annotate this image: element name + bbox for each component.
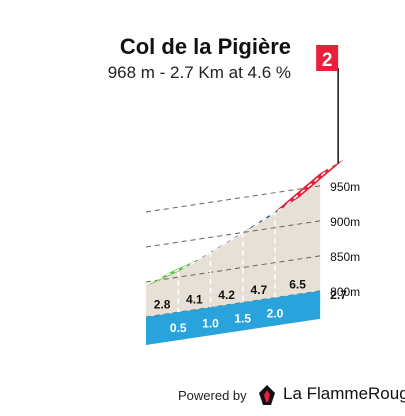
brand-name: La FlammeRouge [283,384,405,403]
distance-base-band [146,290,321,345]
km-label: 0.5 [170,321,187,335]
gradient-label: 2.8 [154,298,171,312]
y-tick-label: 950m [330,180,360,194]
km-label: 1.0 [202,316,219,330]
km-label: 1.5 [234,311,251,325]
climb-subtitle: 968 m - 2.7 Km at 4.6 % [107,63,291,82]
climb-category-label: 2 [322,50,333,71]
segment-center-dash [254,203,288,227]
segment-center-dash [189,244,223,266]
altitude-gridline [145,185,321,213]
profile-ground-face [146,173,321,317]
km-label: 2.0 [267,307,284,321]
flamme-rouge-logo-icon [259,385,275,405]
y-tick-label: 850m [330,250,360,264]
gradient-label: 4.1 [186,293,203,307]
powered-by-label: Powered by [178,388,247,403]
segment-center-dash [222,224,256,246]
altitude-gridline [145,220,321,248]
segment-center-dash [157,263,191,280]
y-tick-label: 900m [330,215,360,229]
km-label: 2.7 [330,288,347,302]
gradient-label: 6.5 [289,277,306,291]
y-tick-label: 800m [330,285,360,299]
summit-flag [316,45,339,71]
climb-title: Col de la Pigière [119,34,291,59]
gradient-label: 4.7 [251,283,268,297]
altitude-gridline [145,255,321,283]
gradient-label: 4.2 [218,288,235,302]
segment-center-dash [286,165,333,206]
